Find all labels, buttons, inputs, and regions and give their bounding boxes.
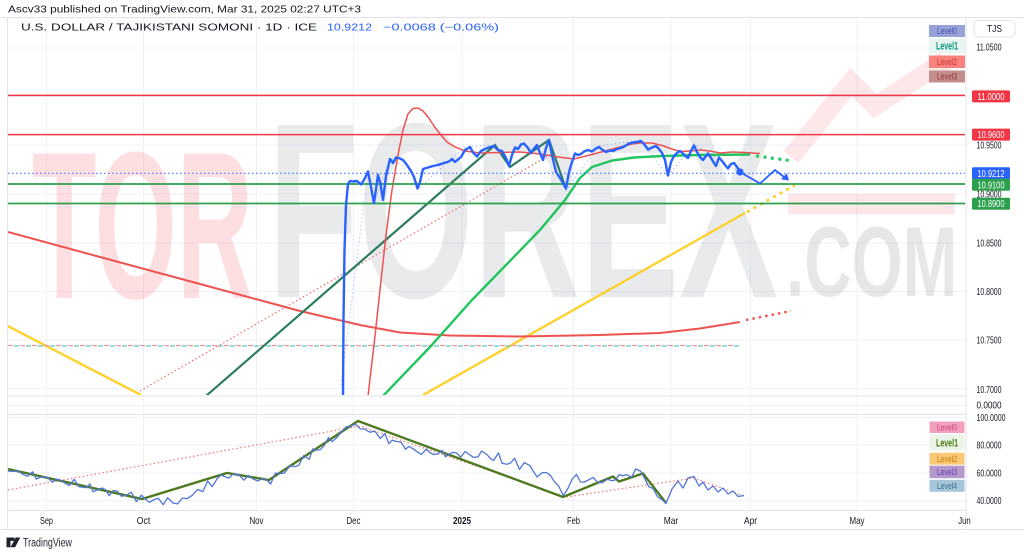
- svg-text:Level2: Level2: [937, 57, 957, 67]
- svg-text:10.8000: 10.8000: [977, 286, 1002, 298]
- svg-text:60.0000: 60.0000: [977, 467, 1002, 479]
- svg-text:TradingView: TradingView: [23, 538, 73, 550]
- svg-text:0.0000: 0.0000: [977, 400, 1002, 412]
- svg-text:Level3: Level3: [937, 72, 957, 82]
- svg-text:Level4: Level4: [937, 481, 957, 491]
- svg-text:FOREX: FOREX: [268, 71, 778, 351]
- svg-text:80.0000: 80.0000: [977, 440, 1002, 452]
- svg-text:U.S. DOLLAR / TAJIKISTANI SOMO: U.S. DOLLAR / TAJIKISTANI SOMONI · 1D · …: [21, 23, 317, 34]
- svg-text:Level3: Level3: [937, 467, 957, 477]
- svg-text:Level1: Level1: [936, 437, 958, 449]
- svg-text:10.7500: 10.7500: [977, 335, 1002, 347]
- svg-text:Level0: Level0: [937, 422, 957, 432]
- svg-text:Level0: Level0: [937, 26, 957, 36]
- svg-text:Dec: Dec: [347, 515, 361, 527]
- svg-text:10.9500: 10.9500: [977, 140, 1002, 152]
- svg-text:10.8500: 10.8500: [977, 238, 1002, 250]
- svg-text:TJS: TJS: [987, 23, 1002, 35]
- svg-text:Sep: Sep: [40, 515, 53, 527]
- svg-text:10.7000: 10.7000: [977, 384, 1002, 396]
- svg-text:Level2: Level2: [937, 454, 957, 464]
- svg-text:Apr: Apr: [744, 515, 757, 527]
- svg-text:10.9212: 10.9212: [978, 169, 1005, 180]
- svg-text:Jun: Jun: [958, 515, 971, 527]
- svg-text:Feb: Feb: [567, 515, 580, 527]
- svg-text:TOR: TOR: [32, 110, 253, 344]
- svg-text:10.9000: 10.9000: [977, 189, 1002, 201]
- svg-text:.COM: .COM: [786, 206, 957, 317]
- svg-text:Oct: Oct: [137, 515, 151, 527]
- svg-text:May: May: [850, 515, 866, 527]
- svg-text:11.0000: 11.0000: [978, 92, 1005, 103]
- svg-text:10.9600: 10.9600: [978, 130, 1005, 141]
- svg-text:2025: 2025: [453, 515, 471, 527]
- svg-text:10.8900: 10.8900: [978, 199, 1005, 210]
- svg-text:40.0000: 40.0000: [977, 495, 1002, 507]
- svg-text:10.9100: 10.9100: [978, 180, 1005, 191]
- svg-text:Mar: Mar: [664, 515, 679, 527]
- svg-text:Ascv33 published on TradingVie: Ascv33 published on TradingView.com, Mar…: [8, 4, 361, 16]
- svg-text:Nov: Nov: [250, 515, 265, 527]
- svg-text:Level1: Level1: [936, 41, 958, 53]
- svg-text:11.0500: 11.0500: [977, 42, 1002, 54]
- svg-text:−0.0068 (−0.06%): −0.0068 (−0.06%): [383, 23, 499, 34]
- svg-text:100.0000: 100.0000: [977, 412, 1006, 424]
- svg-text:10.9212: 10.9212: [327, 23, 373, 34]
